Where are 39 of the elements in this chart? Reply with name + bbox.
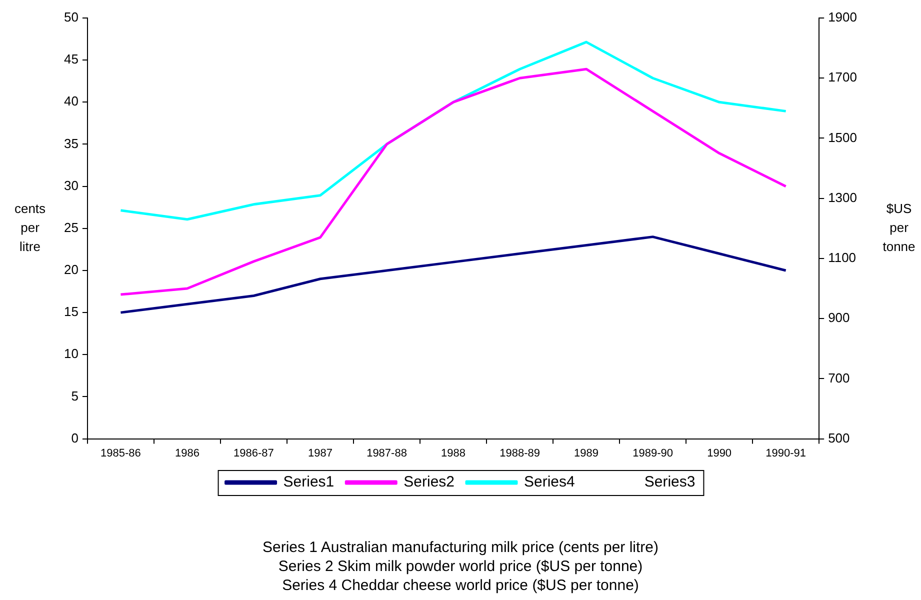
text: Series 2 Skim milk powder world price ($US per tonne): [277, 557, 644, 576]
x-tick-label: 1986: [174, 447, 200, 460]
y2-tick-label: 1300: [828, 190, 857, 205]
y-tick-label: 30: [64, 178, 78, 193]
y-tick-label: 15: [64, 304, 78, 320]
x-tick-label: 1985-86: [100, 447, 141, 460]
x-tick-label: 1989: [574, 447, 599, 460]
text: Series 4 Cheddar cheese world price ($US per tonne): [281, 576, 640, 595]
y-tick-label: 0: [71, 430, 78, 446]
x-tick-label: 1990-91: [766, 447, 806, 460]
y2-axis-title: $US per tonne: [882, 200, 916, 254]
legend-label: Series1: [283, 474, 334, 491]
y-tick-label: 45: [64, 52, 78, 67]
x-tick-label: 1988: [441, 447, 466, 460]
legend-label: Series4: [524, 474, 575, 491]
y2-tick-label: 1100: [828, 250, 856, 266]
x-tick-label: 1987-88: [366, 447, 407, 460]
y-tick-label: 5: [71, 388, 78, 404]
y2-tick-label: 1900: [828, 10, 857, 25]
x-tick-label: 1988-89: [500, 447, 540, 460]
y2-tick-label: 1700: [828, 70, 857, 85]
y-tick-label: 50: [64, 10, 78, 25]
y-axis-title: cents per litre: [14, 200, 46, 254]
y2-tick-label: 1500: [828, 130, 857, 145]
y-tick-label: 35: [64, 136, 78, 151]
y2-tick-label: 700: [828, 370, 850, 386]
x-tick-label: 1990: [707, 447, 732, 460]
y-tick-label: 20: [64, 262, 78, 278]
x-tick-label: 1989-90: [632, 447, 673, 460]
legend-label: Series2: [404, 474, 454, 491]
text: Series3: [644, 474, 696, 491]
y-tick-label: 10: [64, 346, 78, 362]
text: Series 1 Australian manufacturing milk price (cents per litre): [262, 538, 660, 557]
y-tick-label: 40: [64, 94, 78, 109]
y2-tick-label: 900: [828, 310, 850, 326]
x-tick-label: 1987: [308, 447, 332, 460]
y-tick-label: 25: [64, 220, 78, 235]
y2-tick-label: 500: [828, 430, 850, 446]
x-tick-label: 1986-87: [234, 447, 274, 460]
